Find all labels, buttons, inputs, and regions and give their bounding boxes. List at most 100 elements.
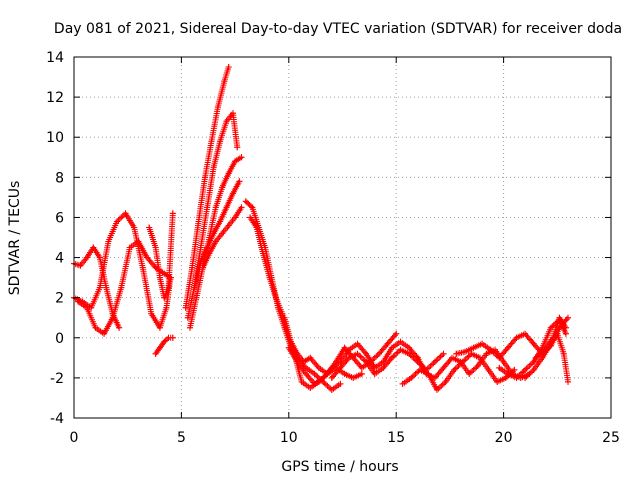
data-point <box>442 378 449 385</box>
data-point <box>229 110 236 117</box>
data-point <box>376 350 383 357</box>
data-point <box>565 378 572 385</box>
data-point <box>219 184 226 191</box>
data-point <box>504 344 511 351</box>
data-point <box>184 314 191 321</box>
series-track-q <box>414 346 533 381</box>
data-point <box>358 364 365 371</box>
data-point <box>217 218 224 225</box>
data-point <box>500 358 507 365</box>
series-track-p <box>399 350 518 393</box>
data-point <box>156 344 163 351</box>
data-point <box>530 340 537 347</box>
series-track-n <box>285 338 421 387</box>
data-point <box>363 358 370 365</box>
data-point <box>165 284 172 291</box>
data-point <box>214 104 221 111</box>
data-point <box>232 214 239 221</box>
plot-frame <box>73 56 612 419</box>
data-point <box>161 294 168 301</box>
data-point <box>466 370 473 377</box>
data-point <box>311 380 318 387</box>
data-point <box>260 250 267 257</box>
data-point <box>485 366 492 373</box>
data-point <box>146 224 153 231</box>
data-point <box>341 344 348 351</box>
data-point <box>453 350 460 357</box>
x-axis-label: GPS time / hours <box>281 459 398 475</box>
data-point <box>189 264 196 271</box>
data-point <box>550 334 557 341</box>
data-point <box>328 374 335 381</box>
data-point <box>468 350 475 357</box>
data-point <box>380 364 387 371</box>
data-point <box>169 210 176 217</box>
data-point <box>522 366 529 373</box>
data-point <box>562 330 569 337</box>
series-track-t <box>522 330 572 385</box>
data-point <box>77 262 84 269</box>
data-point <box>307 354 314 361</box>
data-point <box>135 238 142 245</box>
data-point <box>197 258 204 265</box>
x-tick-label: 25 <box>602 430 620 446</box>
data-point <box>118 284 125 291</box>
series-track-d <box>146 210 176 301</box>
data-point <box>116 324 123 331</box>
data-point <box>388 344 395 351</box>
y-tick-label: 8 <box>55 170 64 186</box>
data-point <box>101 330 108 337</box>
data-point <box>191 284 198 291</box>
data-point <box>423 370 430 377</box>
data-point <box>337 380 344 387</box>
data-point <box>397 346 404 353</box>
series-track-u <box>532 314 569 361</box>
data-point <box>229 190 236 197</box>
data-point <box>253 224 260 231</box>
data-point <box>406 344 413 351</box>
data-point <box>494 378 501 385</box>
data-point <box>206 250 213 257</box>
series-trail <box>247 214 365 391</box>
data-point <box>236 178 243 185</box>
y-axis-label: SDTVAR / TECUs <box>7 181 23 296</box>
series-track-f <box>182 64 232 311</box>
data-point <box>556 314 563 321</box>
data-point <box>354 350 361 357</box>
series-track-e <box>152 334 176 357</box>
data-point <box>285 344 292 351</box>
data-point <box>238 154 245 161</box>
data-point <box>204 204 211 211</box>
data-point <box>358 370 365 377</box>
data-point <box>539 354 546 361</box>
data-point <box>148 310 155 317</box>
data-point <box>320 374 327 381</box>
data-point <box>522 330 529 337</box>
data-point <box>195 218 202 225</box>
data-point <box>496 354 503 361</box>
data-point <box>470 344 477 351</box>
data-point <box>311 370 318 377</box>
data-point <box>225 64 232 71</box>
data-point <box>565 314 572 321</box>
data-point <box>163 304 170 311</box>
data-point <box>479 340 486 347</box>
x-tick-label: 15 <box>387 430 405 446</box>
data-point <box>152 244 159 251</box>
y-tick-label: 2 <box>55 291 64 307</box>
data-point <box>92 324 99 331</box>
data-point <box>397 338 404 345</box>
data-point <box>337 364 344 371</box>
data-point <box>496 364 503 371</box>
data-point <box>182 304 189 311</box>
data-point <box>547 324 554 331</box>
data-point <box>354 340 361 347</box>
y-tick-label: 0 <box>55 331 64 347</box>
data-point <box>223 118 230 125</box>
data-point <box>212 204 219 211</box>
data-point <box>83 304 90 311</box>
data-point <box>156 324 163 331</box>
data-point <box>156 274 163 281</box>
x-tick-label: 10 <box>280 430 298 446</box>
